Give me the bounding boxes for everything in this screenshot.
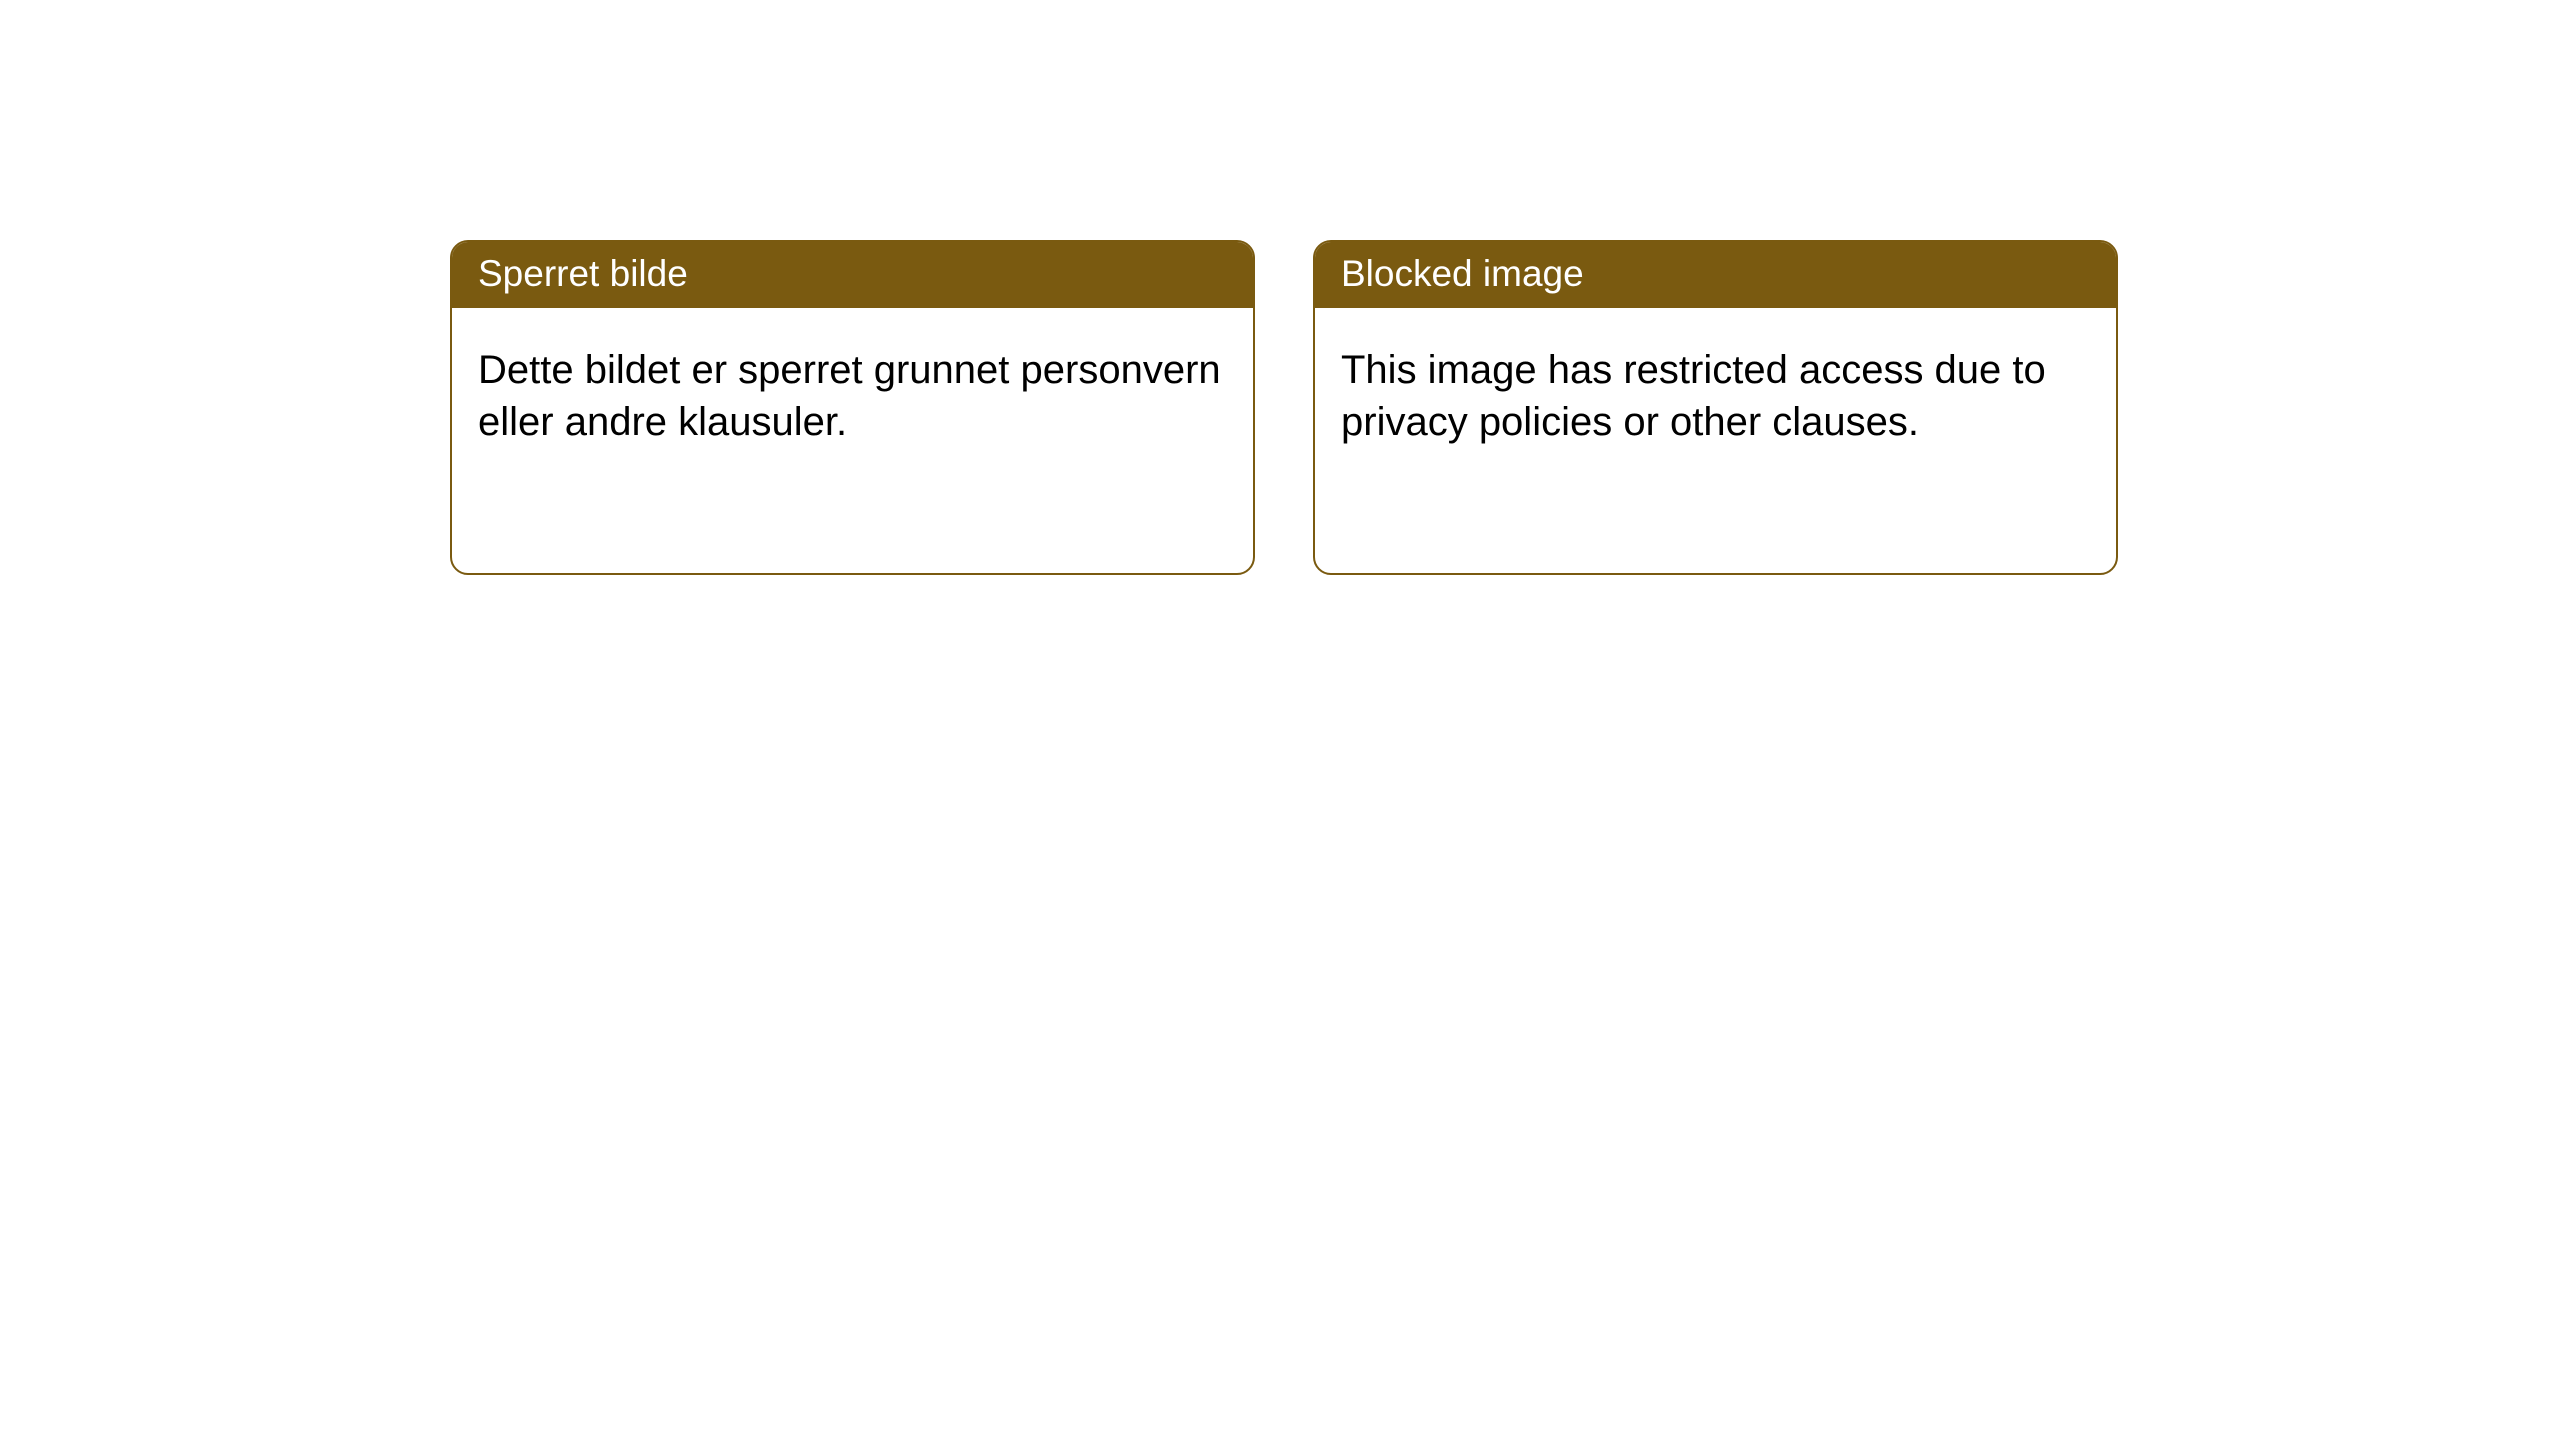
notice-header: Sperret bilde: [452, 242, 1253, 308]
notice-card-english: Blocked image This image has restricted …: [1313, 240, 2118, 575]
notice-container: Sperret bilde Dette bildet er sperret gr…: [0, 0, 2560, 575]
notice-card-norwegian: Sperret bilde Dette bildet er sperret gr…: [450, 240, 1255, 575]
notice-body: Dette bildet er sperret grunnet personve…: [452, 308, 1253, 474]
notice-header: Blocked image: [1315, 242, 2116, 308]
notice-body: This image has restricted access due to …: [1315, 308, 2116, 474]
